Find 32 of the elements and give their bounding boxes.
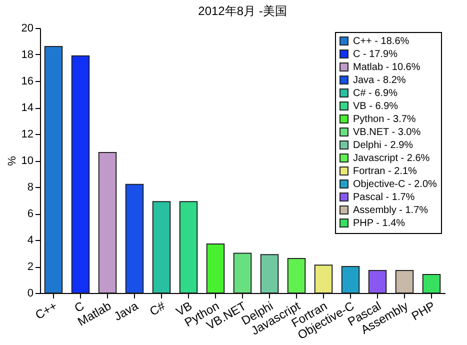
- legend-label: C++ - 18.6%: [353, 36, 410, 47]
- x-tick-label: PHP: [409, 298, 438, 324]
- legend-label: C# - 6.9%: [353, 88, 398, 99]
- y-tick-label: 16: [21, 76, 34, 88]
- y-tick-label: 18: [21, 49, 34, 61]
- legend-label: VB.NET - 3.0%: [353, 127, 421, 138]
- x-tick-label: Java: [112, 298, 141, 324]
- legend-label: Delphi - 2.9%: [353, 140, 414, 151]
- y-tick-label: 6: [27, 208, 34, 220]
- y-tick-label: 12: [21, 128, 34, 140]
- x-tick-label: C#: [147, 298, 168, 319]
- y-tick-label: 20: [21, 22, 34, 34]
- y-tick-label: 0: [27, 288, 34, 300]
- y-tick-label: 10: [21, 155, 34, 167]
- legend-label: Fortran - 2.1%: [353, 166, 418, 177]
- legend-label: Java - 8.2%: [353, 75, 406, 86]
- y-tick-label: 14: [21, 102, 34, 114]
- y-tick-label: 8: [27, 182, 34, 194]
- legend-label: VB - 6.9%: [353, 101, 398, 112]
- legend-label: PHP - 1.4%: [353, 218, 406, 229]
- legend-label: Python - 3.7%: [353, 114, 416, 125]
- y-tick-label: 2: [27, 261, 34, 273]
- x-tick-label: C++: [32, 298, 60, 322]
- chart-title: 2012年8月 -美国: [198, 4, 287, 18]
- legend-label: Assembly - 1.7%: [353, 205, 428, 216]
- y-axis-title: %: [6, 156, 18, 166]
- legend-label: Matlab - 10.6%: [353, 62, 420, 73]
- legend-label: C - 17.9%: [353, 49, 398, 60]
- legend-label: Objective-C - 2.0%: [353, 179, 438, 190]
- legend-label: Pascal - 1.7%: [353, 192, 415, 203]
- y-tick-label: 4: [27, 234, 34, 246]
- legend-label: Javascript - 2.6%: [353, 153, 430, 164]
